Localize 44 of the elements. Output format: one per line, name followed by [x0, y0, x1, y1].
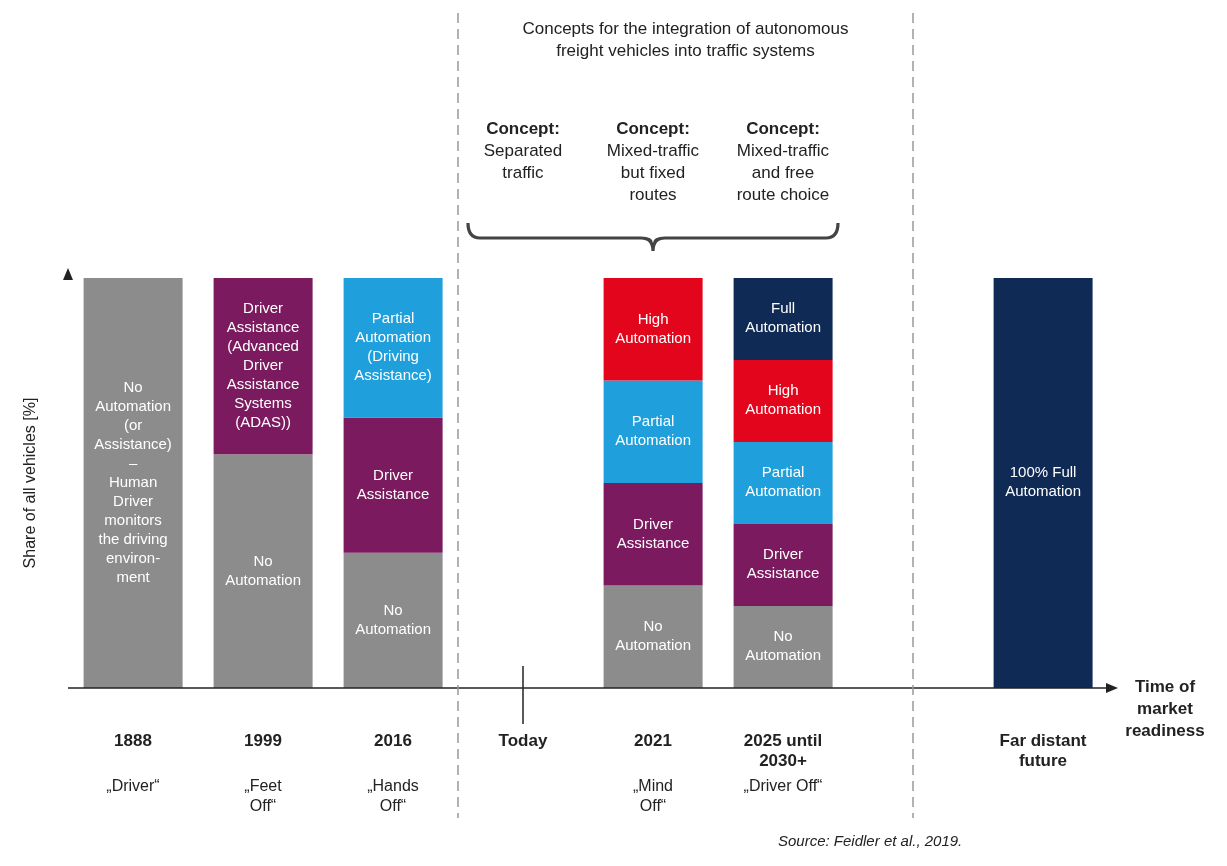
- data-label: No Automation: [355, 600, 432, 637]
- bar: [213, 454, 313, 688]
- text: Concept: Mixed-traffic but fixed routes: [605, 118, 701, 206]
- text: Concept: Mixed-traffic and free route choice: [735, 118, 831, 206]
- data-label: Driver Assistance: [746, 545, 820, 582]
- x-tick-label: 2025 until 2030+ „Driver Off“: [743, 731, 823, 794]
- category-label: 1999 „Feet Off“: [244, 731, 282, 814]
- data-label: No Automation: [225, 551, 302, 588]
- bar: [343, 417, 443, 553]
- bar: [343, 552, 443, 688]
- bar: [83, 278, 183, 688]
- bar: [993, 278, 1093, 688]
- bar: [733, 278, 833, 360]
- category-label: 2016 „Hands Off“: [367, 731, 419, 814]
- chart-title: Concepts for the integration of autonomous freight vehicles into traffic systems: [521, 18, 850, 62]
- data-label: Partial Automation (Driving Assistance): [354, 309, 432, 384]
- data-label: No Automation: [745, 627, 822, 664]
- data-label: Driver Assistance (Advanced Driver Assistance Systems (ADAS)): [226, 299, 300, 431]
- data-label: Driver Assistance: [616, 514, 690, 551]
- bar: [733, 442, 833, 524]
- x-tick-label: Far distant future: [999, 731, 1087, 770]
- data-label: 100% Full Automation: [1005, 463, 1082, 500]
- bar: [603, 380, 703, 483]
- data-label: Full Automation: [745, 299, 822, 336]
- bar: [603, 278, 703, 381]
- text: No Automation (or Assistance) – Human Driver monitors the driving environ- ment: [94, 377, 172, 585]
- data-label: High Automation: [615, 309, 692, 346]
- source-note: Source: Feidler et al., 2019.: [778, 832, 963, 849]
- data-label: No Automation: [615, 617, 692, 654]
- data-label: Partial Automation: [745, 463, 822, 500]
- bar: [603, 585, 703, 688]
- x-tick-label: Today: [498, 731, 548, 750]
- y-axis-title: Share of all vehicles [%]: [20, 396, 39, 571]
- data-label: Partial Automation: [615, 412, 692, 449]
- data-label: Driver Assistance: [356, 465, 430, 502]
- x-axis-title: Time of market readiness: [1124, 676, 1206, 742]
- bar: [733, 524, 833, 606]
- category-label: 1888 „Driver“: [106, 731, 160, 794]
- bar: [733, 606, 833, 688]
- bar: [603, 483, 703, 586]
- data-label: High Automation: [745, 381, 822, 418]
- text: Concept: Separated traffic: [482, 118, 564, 184]
- category-label: 2021 „Mind Off“: [632, 731, 674, 814]
- bar: [733, 360, 833, 442]
